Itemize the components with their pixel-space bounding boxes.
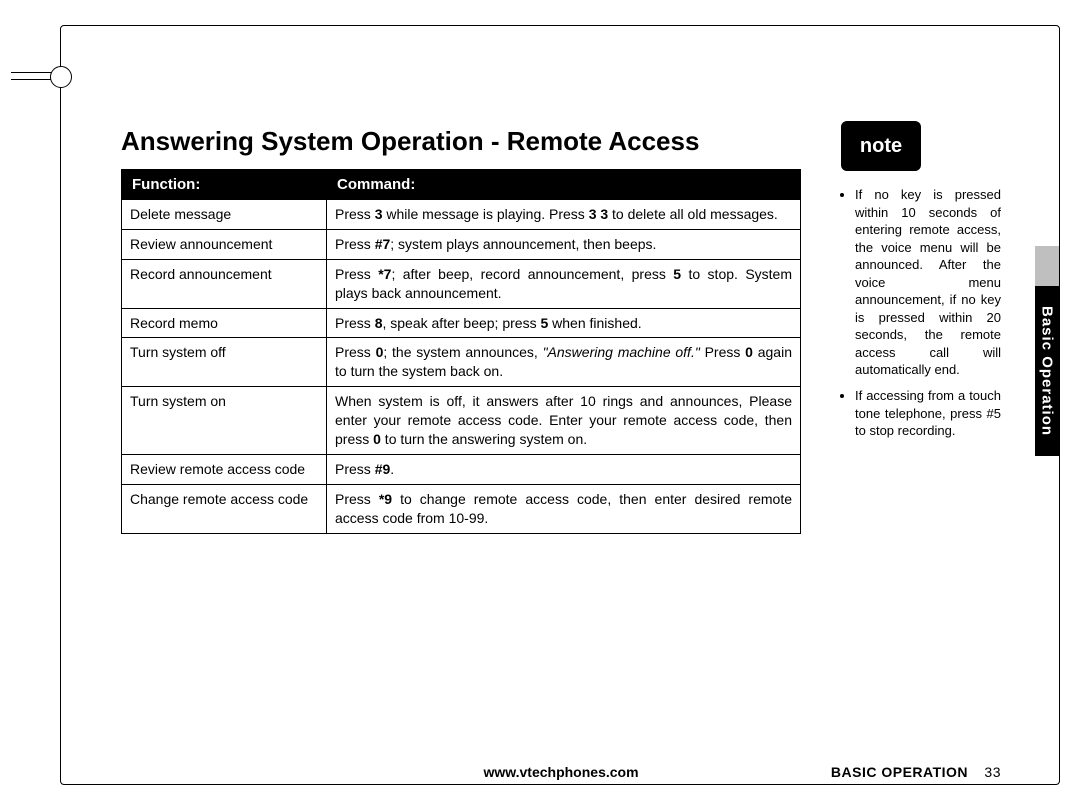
note-list: If no key is pressed within 10 seconds o…: [841, 186, 1001, 448]
binder-hole: [50, 66, 72, 88]
table-row: Record memoPress 8, speak after beep; pr…: [122, 308, 801, 338]
command-cell: Press #9.: [327, 454, 801, 484]
table-row: Review remote access codePress #9.: [122, 454, 801, 484]
header-function: Function:: [122, 170, 327, 200]
command-cell: Press 8, speak after beep; press 5 when …: [327, 308, 801, 338]
footer-page-number: 33: [984, 764, 1001, 780]
manual-page: Answering System Operation - Remote Acce…: [60, 25, 1060, 785]
note-badge: note: [841, 121, 921, 171]
header-command: Command:: [327, 170, 801, 200]
function-cell: Record announcement: [122, 259, 327, 308]
function-cell: Change remote access code: [122, 484, 327, 533]
function-cell: Review announcement: [122, 229, 327, 259]
footer-url: www.vtechphones.com: [483, 764, 638, 780]
note-item: If no key is pressed within 10 seconds o…: [855, 186, 1001, 379]
function-cell: Record memo: [122, 308, 327, 338]
function-cell: Review remote access code: [122, 454, 327, 484]
table-row: Change remote access codePress *9 to cha…: [122, 484, 801, 533]
table-row: Review announcementPress #7; system play…: [122, 229, 801, 259]
command-cell: When system is off, it answers after 10 …: [327, 387, 801, 455]
table-row: Turn system offPress 0; the system annou…: [122, 338, 801, 387]
command-cell: Press *7; after beep, record announcemen…: [327, 259, 801, 308]
function-cell: Delete message: [122, 200, 327, 230]
command-cell: Press 3 while message is playing. Press …: [327, 200, 801, 230]
function-command-table: Function: Command: Delete messagePress 3…: [121, 169, 801, 534]
side-tab: Basic Operation: [1035, 286, 1059, 456]
footer-section: BASIC OPERATION 33: [831, 764, 1001, 780]
function-cell: Turn system off: [122, 338, 327, 387]
note-item: If accessing from a touch tone telephone…: [855, 387, 1001, 440]
command-cell: Press 0; the system announces, "Answerin…: [327, 338, 801, 387]
command-cell: Press #7; system plays announcement, the…: [327, 229, 801, 259]
table-row: Delete messagePress 3 while message is p…: [122, 200, 801, 230]
side-tab-spacer: [1035, 246, 1059, 286]
command-cell: Press *9 to change remote access code, t…: [327, 484, 801, 533]
table-row: Record announcementPress *7; after beep,…: [122, 259, 801, 308]
function-cell: Turn system on: [122, 387, 327, 455]
table-row: Turn system onWhen system is off, it ans…: [122, 387, 801, 455]
footer-section-label: BASIC OPERATION: [831, 764, 968, 780]
